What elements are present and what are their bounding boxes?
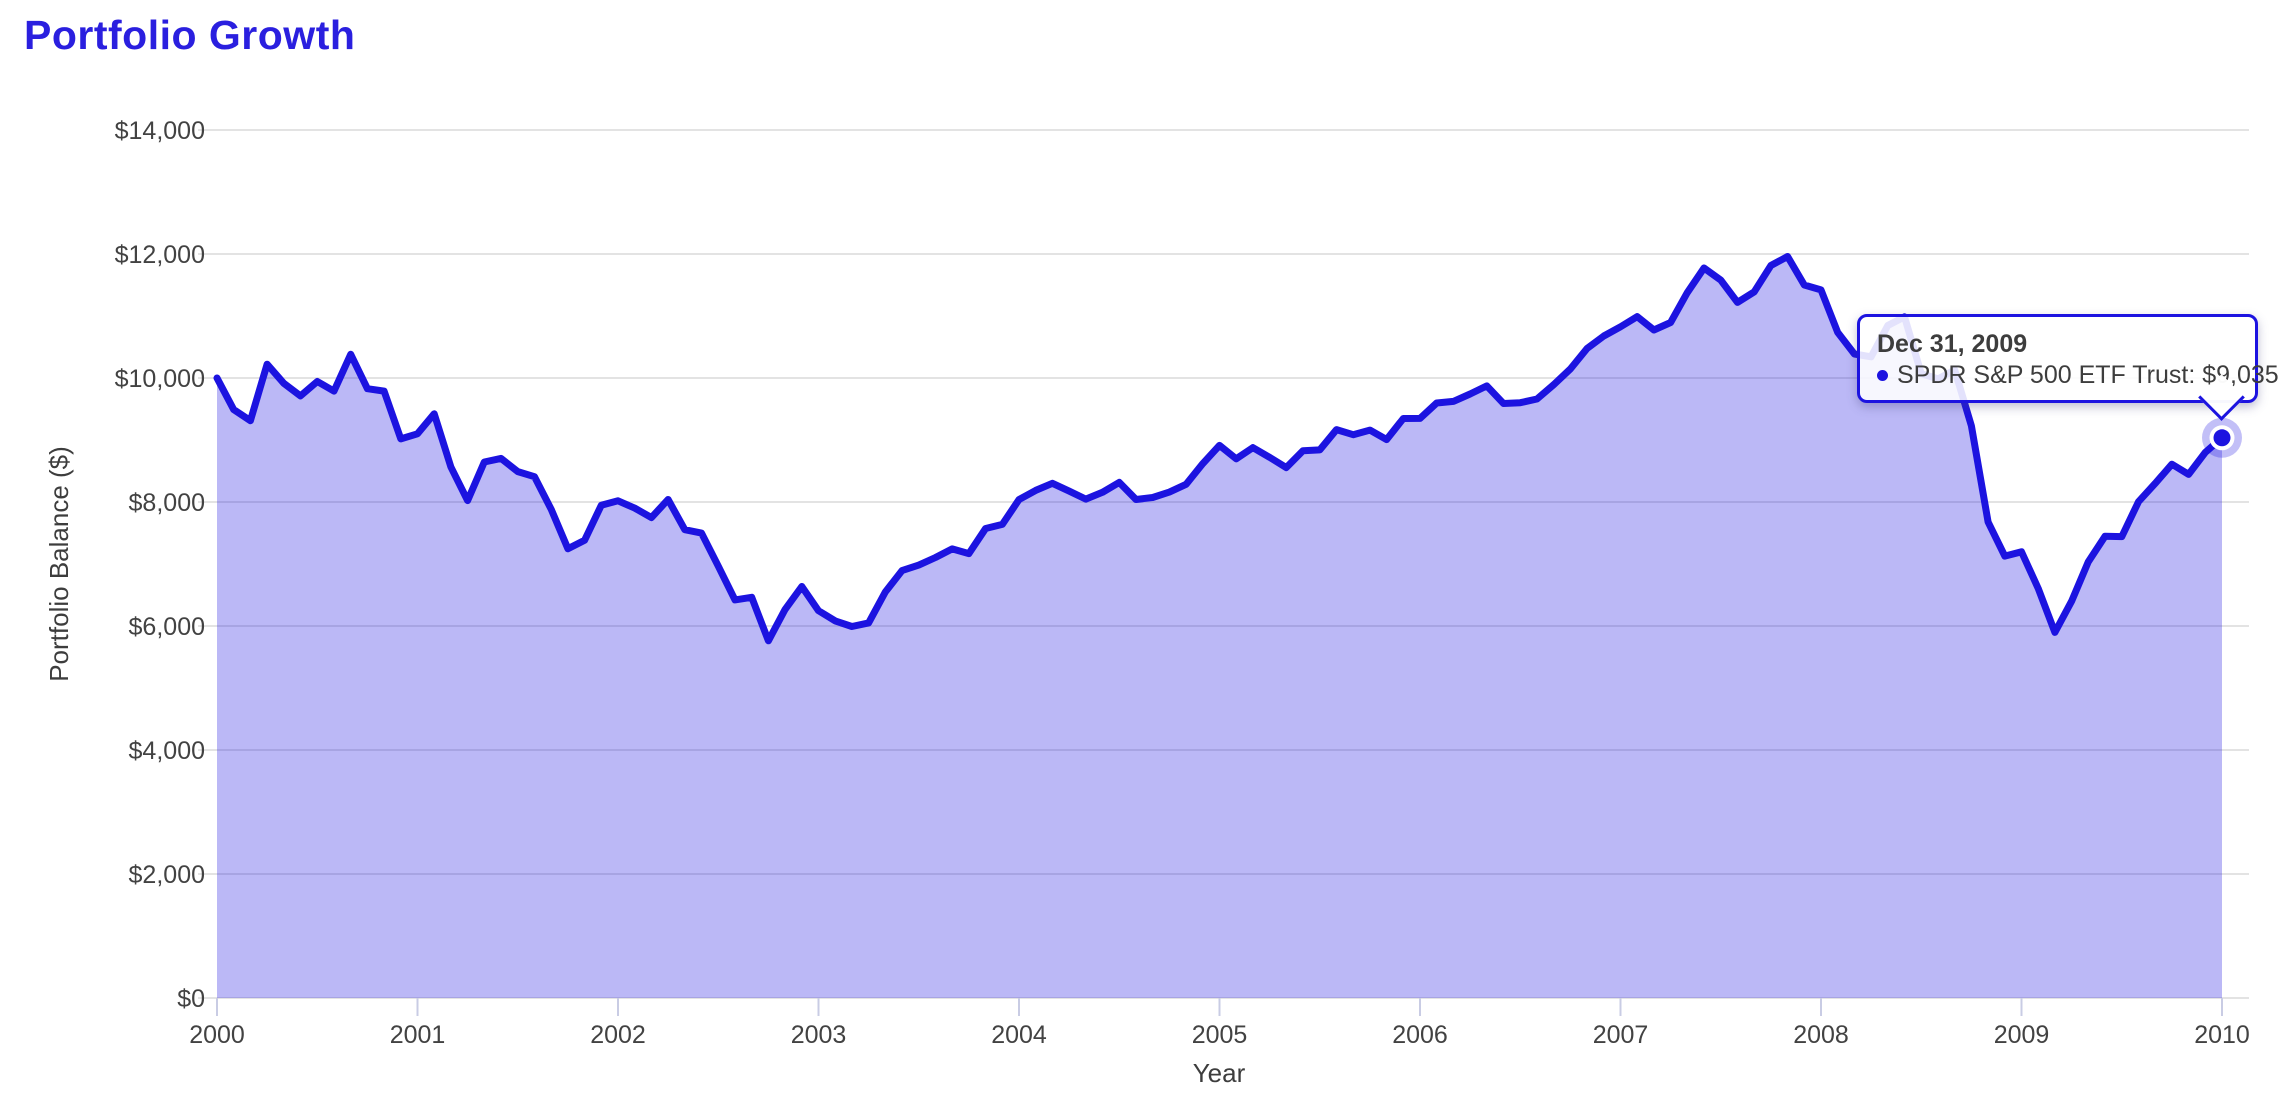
x-tick-label: 2007 xyxy=(1593,1021,1649,1049)
y-tick-label: $2,000 xyxy=(129,861,205,889)
y-tick-label: $14,000 xyxy=(115,117,205,145)
x-tick-label: 2006 xyxy=(1392,1021,1448,1049)
y-tick-label: $4,000 xyxy=(129,737,205,765)
y-axis-labels: $0 $2,000 $4,000 $6,000 $8,000 $10,000 $12,000… xyxy=(115,117,205,1013)
x-axis-title: Year xyxy=(1193,1058,1246,1088)
gridlines xyxy=(198,129,2249,999)
x-tick-label: 2010 xyxy=(2194,1021,2250,1049)
tooltip-separator: : xyxy=(2188,361,2203,389)
x-tick-label: 2005 xyxy=(1192,1021,1248,1049)
series-area xyxy=(217,256,2222,998)
series-bullet-icon xyxy=(1877,370,1888,381)
y-tick-label: $12,000 xyxy=(115,241,205,269)
x-tick-label: 2002 xyxy=(590,1021,646,1049)
page-title: Portfolio Growth xyxy=(24,12,356,58)
x-axis-labels: 2000 2001 2002 2003 2004 2005 2006 2007 2008 2009… xyxy=(189,1021,2250,1049)
hovered-data-point[interactable] xyxy=(2202,417,2242,458)
data-point-dot xyxy=(2213,429,2231,447)
x-tick-label: 2000 xyxy=(189,1021,245,1049)
y-tick-label: $0 xyxy=(177,985,205,1013)
tooltip-series-label: SPDR S&P 500 ETF Trust xyxy=(1897,361,2189,389)
tooltip: Dec 31, 2009 SPDR S&P 500 ETF Trust: $9,… xyxy=(1857,314,2279,421)
x-tick-label: 2001 xyxy=(390,1021,446,1049)
x-tick-label: 2009 xyxy=(1994,1021,2050,1049)
y-axis-title: Portfolio Balance ($) xyxy=(44,446,74,682)
y-tick-label: $6,000 xyxy=(129,613,205,641)
y-tick-label: $10,000 xyxy=(115,365,205,393)
x-axis-ticks xyxy=(216,998,2223,1016)
y-tick-label: $8,000 xyxy=(129,489,205,517)
x-tick-label: 2008 xyxy=(1793,1021,1849,1049)
x-tick-label: 2003 xyxy=(791,1021,847,1049)
tooltip-series-row: SPDR S&P 500 ETF Trust: $9,035 xyxy=(1877,360,2279,391)
x-tick-label: 2004 xyxy=(991,1021,1047,1049)
tooltip-date: Dec 31, 2009 xyxy=(1877,330,2028,358)
